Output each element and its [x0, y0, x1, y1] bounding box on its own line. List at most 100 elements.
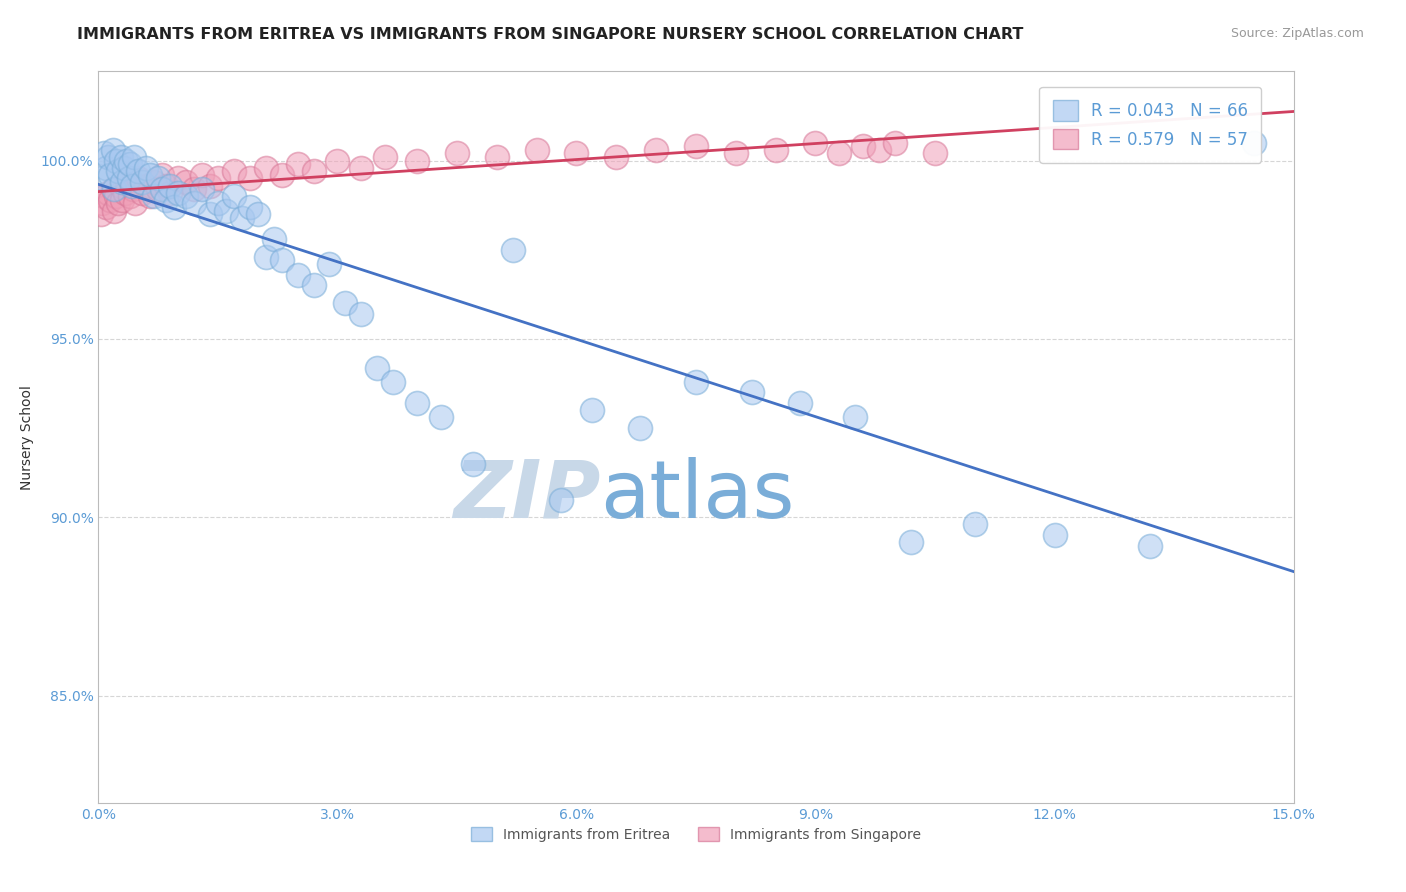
Point [121, 182, 143, 196]
Point [239, 171, 262, 186]
Point [270, 253, 292, 268]
Point [98, 193, 122, 207]
Point [174, 175, 197, 189]
Point [804, 136, 827, 150]
Point [382, 375, 405, 389]
Point [1243, 136, 1265, 150]
Point [135, 161, 157, 175]
Point [127, 171, 149, 186]
Point [628, 421, 651, 435]
Point [155, 178, 177, 193]
Point [97, 186, 120, 200]
Text: IMMIGRANTS FROM ERITREA VS IMMIGRANTS FROM SINGAPORE NURSERY SCHOOL CORRELATION : IMMIGRANTS FROM ERITREA VS IMMIGRANTS FR… [77, 27, 1024, 42]
Point [98, 168, 122, 182]
Point [366, 360, 388, 375]
Point [191, 168, 214, 182]
Point [97, 150, 120, 164]
Point [104, 153, 127, 168]
Point [207, 171, 229, 186]
Point [350, 161, 373, 175]
Point [215, 203, 238, 218]
Legend: Immigrants from Eritrea, Immigrants from Singapore: Immigrants from Eritrea, Immigrants from… [465, 822, 927, 847]
Point [406, 153, 429, 168]
Point [868, 143, 890, 157]
Point [605, 150, 627, 164]
Point [167, 186, 190, 200]
Point [139, 168, 162, 182]
Point [91, 171, 114, 186]
Point [131, 175, 153, 189]
Point [924, 146, 946, 161]
Point [103, 203, 125, 218]
Point [114, 186, 136, 200]
Point [828, 146, 851, 161]
Point [155, 193, 177, 207]
Point [550, 492, 572, 507]
Point [104, 189, 127, 203]
Point [246, 207, 269, 221]
Point [120, 157, 142, 171]
Point [111, 193, 134, 207]
Point [685, 375, 707, 389]
Point [565, 146, 588, 161]
Point [101, 143, 124, 157]
Point [430, 410, 453, 425]
Point [526, 143, 548, 157]
Point [350, 307, 373, 321]
Point [645, 143, 668, 157]
Point [148, 182, 170, 196]
Point [135, 178, 157, 193]
Point [254, 250, 277, 264]
Text: atlas: atlas [600, 457, 794, 534]
Point [231, 211, 253, 225]
Point [900, 535, 922, 549]
Point [198, 178, 221, 193]
Point [287, 157, 309, 171]
Point [110, 178, 132, 193]
Point [159, 178, 181, 193]
Point [765, 143, 787, 157]
Point [174, 189, 197, 203]
Point [741, 385, 763, 400]
Point [131, 186, 153, 200]
Point [191, 182, 214, 196]
Point [302, 164, 325, 178]
Point [239, 200, 262, 214]
Point [167, 171, 190, 186]
Point [150, 182, 173, 196]
Point [685, 139, 707, 153]
Point [91, 196, 114, 211]
Point [270, 168, 292, 182]
Point [581, 403, 603, 417]
Point [844, 410, 866, 425]
Point [1043, 528, 1066, 542]
Point [318, 257, 340, 271]
Point [96, 200, 118, 214]
Point [287, 268, 309, 282]
Point [207, 196, 229, 211]
Point [163, 200, 186, 214]
Point [107, 196, 129, 211]
Point [374, 150, 396, 164]
Point [302, 278, 325, 293]
Point [254, 161, 277, 175]
Point [101, 182, 124, 196]
Point [103, 182, 125, 196]
Text: ZIP: ZIP [453, 457, 600, 534]
Point [183, 196, 205, 211]
Point [115, 175, 138, 189]
Point [143, 189, 166, 203]
Point [159, 186, 181, 200]
Point [111, 175, 134, 189]
Point [107, 164, 129, 178]
Point [90, 207, 112, 221]
Point [1139, 539, 1161, 553]
Point [115, 153, 138, 168]
Point [263, 232, 285, 246]
Point [963, 517, 986, 532]
Point [461, 457, 484, 471]
Point [724, 146, 747, 161]
Point [326, 153, 349, 168]
Point [118, 171, 141, 186]
Point [124, 150, 146, 164]
